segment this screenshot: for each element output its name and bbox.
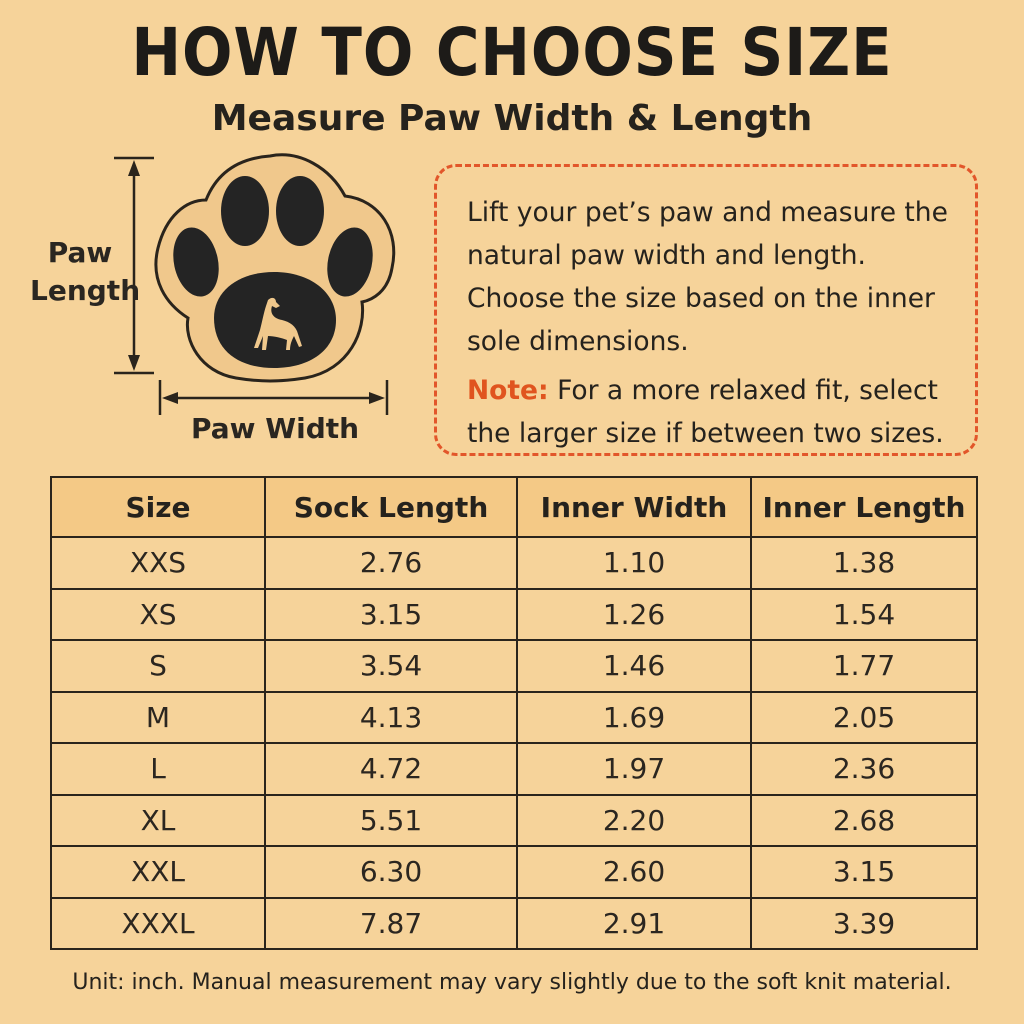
instructions-text: Lift your pet’s paw and measure the natu…	[467, 197, 948, 357]
unit-footnote: Unit: inch. Manual measurement may vary …	[72, 970, 952, 995]
column-header-inner-length: Inner Length	[750, 476, 978, 538]
size-cell: XXS	[50, 536, 266, 590]
inner-length-cell: 1.77	[750, 639, 978, 693]
size-cell: M	[50, 690, 266, 744]
note-text: For a more relaxed fit, select the large…	[467, 375, 944, 449]
table-row: XS 3.15 1.26 1.54	[50, 587, 978, 641]
sock-length-cell: 3.15	[264, 587, 518, 641]
table-row: XXL 6.30 2.60 3.15	[50, 845, 978, 899]
sock-length-cell: 4.72	[264, 742, 518, 796]
column-header-sock-length: Sock Length	[264, 476, 518, 538]
size-cell: XL	[50, 793, 266, 847]
sock-length-cell: 5.51	[264, 793, 518, 847]
size-cell: XS	[50, 587, 266, 641]
note-label: Note:	[467, 375, 549, 406]
paw-length-label-line2: Length	[30, 274, 141, 307]
paw-length-label-line1: Paw	[47, 236, 113, 269]
size-chart-table: Size Sock Length Inner Width Inner Lengt…	[50, 476, 978, 950]
paw-measure-diagram	[114, 153, 396, 415]
inner-width-cell: 1.46	[516, 639, 752, 693]
table-row: XL 5.51 2.20 2.68	[50, 793, 978, 847]
inner-width-cell: 2.91	[516, 896, 752, 950]
inner-width-cell: 1.69	[516, 690, 752, 744]
sock-length-cell: 7.87	[264, 896, 518, 950]
size-cell: L	[50, 742, 266, 796]
inner-length-cell: 1.54	[750, 587, 978, 641]
table-row: S 3.54 1.46 1.77	[50, 639, 978, 693]
table-row: XXS 2.76 1.10 1.38	[50, 536, 978, 590]
vertical-arrow-icon	[114, 156, 154, 375]
sock-length-cell: 3.54	[264, 639, 518, 693]
dog-silhouette-icon	[254, 297, 302, 350]
inner-width-cell: 2.20	[516, 793, 752, 847]
inner-length-cell: 3.15	[750, 845, 978, 899]
instructions-box: Lift your pet’s paw and measure the natu…	[434, 164, 978, 456]
sock-length-cell: 4.13	[264, 690, 518, 744]
inner-length-cell: 2.36	[750, 742, 978, 796]
inner-width-cell: 1.10	[516, 536, 752, 590]
sock-length-cell: 6.30	[264, 845, 518, 899]
table-row: M 4.13 1.69 2.05	[50, 690, 978, 744]
paw-length-label: Paw Length	[30, 234, 141, 310]
column-header-size: Size	[50, 476, 266, 538]
inner-length-cell: 3.39	[750, 896, 978, 950]
size-cell: XXXL	[50, 896, 266, 950]
table-row: L 4.72 1.97 2.36	[50, 742, 978, 796]
note-line: Note: For a more relaxed fit, select the…	[467, 369, 953, 455]
column-header-inner-width: Inner Width	[516, 476, 752, 538]
inner-length-cell: 1.38	[750, 536, 978, 590]
page-title: HOW TO CHOOSE SIZE	[131, 14, 893, 91]
page-subtitle: Measure Paw Width & Length	[211, 98, 813, 139]
inner-width-cell: 2.60	[516, 845, 752, 899]
paw-width-label: Paw Width	[190, 412, 360, 445]
horizontal-arrow-icon	[158, 380, 389, 415]
paw-print-icon	[154, 153, 396, 383]
table-header-row: Size Sock Length Inner Width Inner Lengt…	[50, 476, 978, 538]
inner-length-cell: 2.68	[750, 793, 978, 847]
inner-width-cell: 1.97	[516, 742, 752, 796]
size-cell: S	[50, 639, 266, 693]
size-cell: XXL	[50, 845, 266, 899]
inner-width-cell: 1.26	[516, 587, 752, 641]
sock-length-cell: 2.76	[264, 536, 518, 590]
inner-length-cell: 2.05	[750, 690, 978, 744]
table-row: XXXL 7.87 2.91 3.39	[50, 896, 978, 950]
